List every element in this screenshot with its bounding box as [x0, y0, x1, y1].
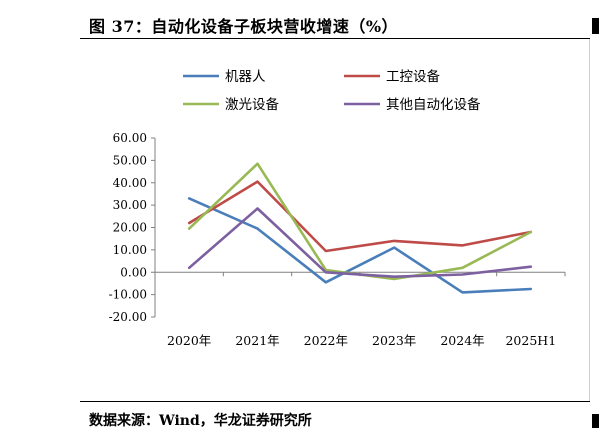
adjacent-column-glyph-bottom [592, 414, 599, 428]
source-note: 数据来源：Wind，华龙证券研究所 [89, 413, 312, 429]
source-divider [80, 401, 590, 402]
series-line-1 [187, 197, 533, 294]
series-line-4 [187, 207, 533, 279]
legend-label: 机器人 [225, 69, 266, 85]
y-tick-label: 10.00 [113, 243, 147, 257]
y-tick-label: 30.00 [113, 198, 147, 212]
legend-label: 其他自动化设备 [386, 96, 481, 113]
x-tick-label: 2025H1 [505, 333, 556, 348]
x-tick-label: 2024年 [440, 333, 484, 348]
title-divider [80, 38, 590, 39]
x-tick-label: 2022年 [304, 333, 348, 348]
y-tick-label: -20.00 [109, 310, 147, 324]
adjacent-column-glyph [592, 18, 599, 34]
y-tick-label: 60.00 [113, 131, 147, 145]
x-tick-label: 2020年 [167, 333, 211, 348]
chart-axes: 60.00 50.00 40.00 30.00 20.00 10.00 0.00 -10.00… [109, 131, 566, 348]
y-tick-label: 40.00 [113, 176, 147, 190]
x-tick-label: 2023年 [372, 333, 416, 348]
chart-series [187, 162, 533, 294]
y-tick-label: 20.00 [113, 221, 147, 235]
figure-title: 图 37：自动化设备子板块营收增速（%） [89, 17, 399, 36]
chart-area [80, 39, 590, 401]
legend-label: 工控设备 [386, 68, 440, 85]
legend-label: 激光设备 [225, 96, 279, 113]
y-tick-label: 0.00 [120, 265, 147, 279]
y-tick-label: 50.00 [113, 153, 147, 167]
y-tick-label: -10.00 [109, 288, 147, 302]
series-line-2 [187, 180, 533, 253]
x-tick-label: 2021年 [235, 333, 279, 348]
